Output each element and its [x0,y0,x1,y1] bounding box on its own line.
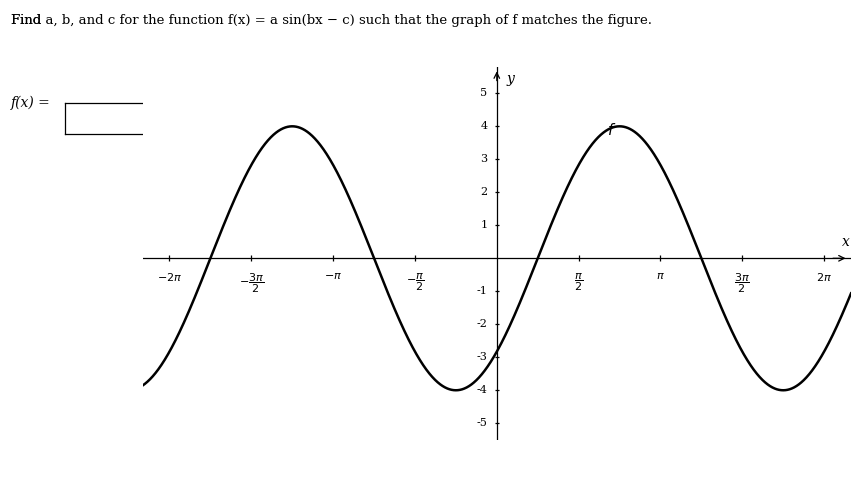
Text: 4: 4 [480,121,487,131]
Text: $-\dfrac{3\pi}{2}$: $-\dfrac{3\pi}{2}$ [238,272,264,295]
Text: $-\pi$: $-\pi$ [324,272,342,282]
Text: -3: -3 [477,352,487,362]
Text: Find a, b, and c for the function f(x) = a sin(bx − c) such that the graph of f : Find a, b, and c for the function f(x) =… [11,14,652,27]
Text: 5: 5 [480,88,487,98]
Text: Find: Find [11,14,46,27]
Text: $-2\pi$: $-2\pi$ [157,272,182,283]
Text: $\dfrac{\pi}{2}$: $\dfrac{\pi}{2}$ [574,272,583,293]
Text: -1: -1 [477,286,487,296]
Text: $\dfrac{3\pi}{2}$: $\dfrac{3\pi}{2}$ [734,272,750,295]
Text: 3: 3 [480,154,487,164]
Text: x: x [842,235,850,249]
Text: f(x) =: f(x) = [11,96,51,110]
Text: $-\dfrac{\pi}{2}$: $-\dfrac{\pi}{2}$ [406,272,424,293]
Text: $2\pi$: $2\pi$ [816,272,832,283]
Text: -2: -2 [477,319,487,329]
Text: y: y [506,72,514,86]
Text: -4: -4 [477,385,487,395]
Text: 1: 1 [480,220,487,230]
Text: 2: 2 [480,187,487,197]
Text: $f$: $f$ [607,122,617,138]
Text: $\pi$: $\pi$ [656,272,665,282]
Text: -5: -5 [477,418,487,428]
